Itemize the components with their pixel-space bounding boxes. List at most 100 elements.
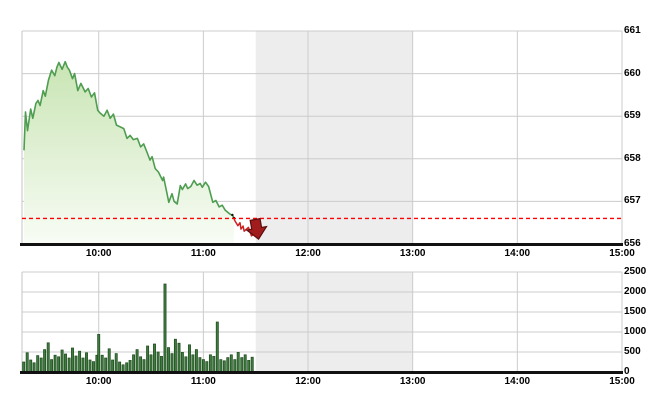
price-chart-plot — [20, 30, 623, 246]
volume-bar — [222, 360, 226, 373]
volume-bar — [219, 359, 223, 373]
volume-bar — [22, 361, 26, 373]
volume-chart-plot — [20, 271, 623, 374]
volume-bar — [153, 343, 156, 373]
volume-bar — [29, 359, 33, 373]
volume-time-tick-label: 13:00 — [399, 376, 426, 387]
volume-bar — [132, 354, 136, 373]
volume-y-tick-label: 1500 — [624, 306, 647, 317]
volume-time-tick-label: 12:00 — [295, 376, 321, 387]
down-arrow-icon — [245, 217, 268, 241]
volume-bar — [36, 355, 40, 373]
volume-bar — [177, 342, 181, 373]
volume-bar — [114, 353, 118, 373]
down-arrow-shape — [245, 217, 268, 241]
volume-time-tick-label: 11:00 — [190, 376, 216, 387]
volume-bar — [100, 354, 104, 373]
volume-bar — [188, 344, 191, 373]
volume-bar — [32, 362, 36, 373]
price-y-tick-label: 661 — [624, 25, 641, 36]
volume-bar — [121, 364, 125, 373]
volume-bar — [201, 359, 205, 373]
volume-bar — [92, 361, 95, 373]
volume-bar — [180, 352, 184, 373]
volume-bar — [247, 360, 251, 373]
volume-bar — [81, 357, 85, 373]
price-time-tick-label: 15:00 — [609, 248, 635, 259]
volume-bar — [125, 362, 129, 373]
volume-bar — [146, 345, 150, 373]
volume-bar — [236, 352, 240, 373]
volume-bar — [111, 359, 115, 373]
volume-bar — [25, 352, 29, 373]
price-y-tick-label: 657 — [624, 195, 641, 207]
volume-bar — [128, 360, 132, 373]
volume-bar — [205, 361, 209, 373]
lunch-break-band — [255, 31, 413, 244]
volume-bar — [215, 321, 219, 373]
price-time-tick-label: 11:00 — [190, 248, 216, 259]
volume-bar — [39, 357, 43, 373]
volume-bar — [149, 354, 153, 373]
volume-bar — [118, 361, 122, 373]
volume-bar — [250, 356, 254, 373]
volume-bar — [107, 348, 111, 373]
volume-bar — [46, 342, 50, 373]
volume-bar — [142, 359, 146, 373]
volume-bar — [53, 354, 57, 373]
volume-bar — [191, 354, 195, 373]
volume-y-tick-label: 2000 — [624, 286, 647, 297]
volume-time-tick-label: 10:00 — [85, 376, 112, 387]
volume-bar — [243, 354, 247, 373]
volume-bar — [74, 355, 78, 373]
price-time-tick-label: 13:00 — [399, 248, 426, 259]
crossing-dot — [231, 213, 234, 217]
volume-y-tick-label: 0 — [624, 366, 630, 377]
volume-bar — [229, 354, 233, 373]
volume-bar — [67, 357, 71, 373]
lunch-break-band — [255, 272, 413, 372]
volume-bar — [184, 356, 188, 373]
volume-bar — [88, 359, 92, 373]
volume-bar — [64, 353, 67, 373]
volume-bar — [85, 352, 88, 373]
price-y-tick-label: 656 — [624, 238, 641, 249]
volume-bar — [78, 350, 82, 373]
price-y-tick-label: 658 — [624, 152, 641, 164]
price-time-tick-label: 14:00 — [504, 248, 531, 259]
volume-bar — [50, 359, 54, 373]
volume-bar — [226, 357, 230, 373]
volume-bar — [194, 349, 198, 373]
volume-bar — [135, 349, 139, 373]
price-y-tick-label: 660 — [624, 67, 641, 79]
volume-y-tick-label: 1000 — [624, 326, 647, 337]
volume-bar — [167, 347, 170, 373]
volume-bar — [104, 357, 108, 373]
volume-bar — [156, 351, 160, 373]
price-line-above-reference — [23, 60, 235, 219]
volume-bar — [139, 356, 143, 373]
volume-bar — [57, 356, 61, 373]
price-time-tick-label: 12:00 — [295, 248, 321, 259]
volume-bar — [97, 334, 101, 373]
volume-bar — [198, 357, 202, 373]
volume-bar — [160, 356, 163, 373]
volume-bar — [208, 354, 212, 373]
volume-time-tick-label: 14:00 — [504, 376, 531, 387]
volume-bar — [212, 356, 216, 373]
volume-y-tick-label: 2500 — [624, 266, 647, 277]
volume-bars — [22, 283, 254, 373]
volume-bar — [60, 349, 64, 373]
volume-bar — [233, 359, 237, 373]
volume-bar — [163, 283, 167, 373]
volume-bar — [71, 347, 74, 373]
volume-bar — [170, 353, 174, 373]
volume-bar — [173, 338, 177, 373]
volume-y-tick-label: 500 — [624, 346, 641, 357]
volume-time-tick-label: 15:00 — [609, 376, 635, 387]
volume-bar — [240, 357, 244, 373]
price-time-tick-label: 10:00 — [85, 248, 112, 259]
price-y-tick-label: 659 — [624, 110, 641, 122]
